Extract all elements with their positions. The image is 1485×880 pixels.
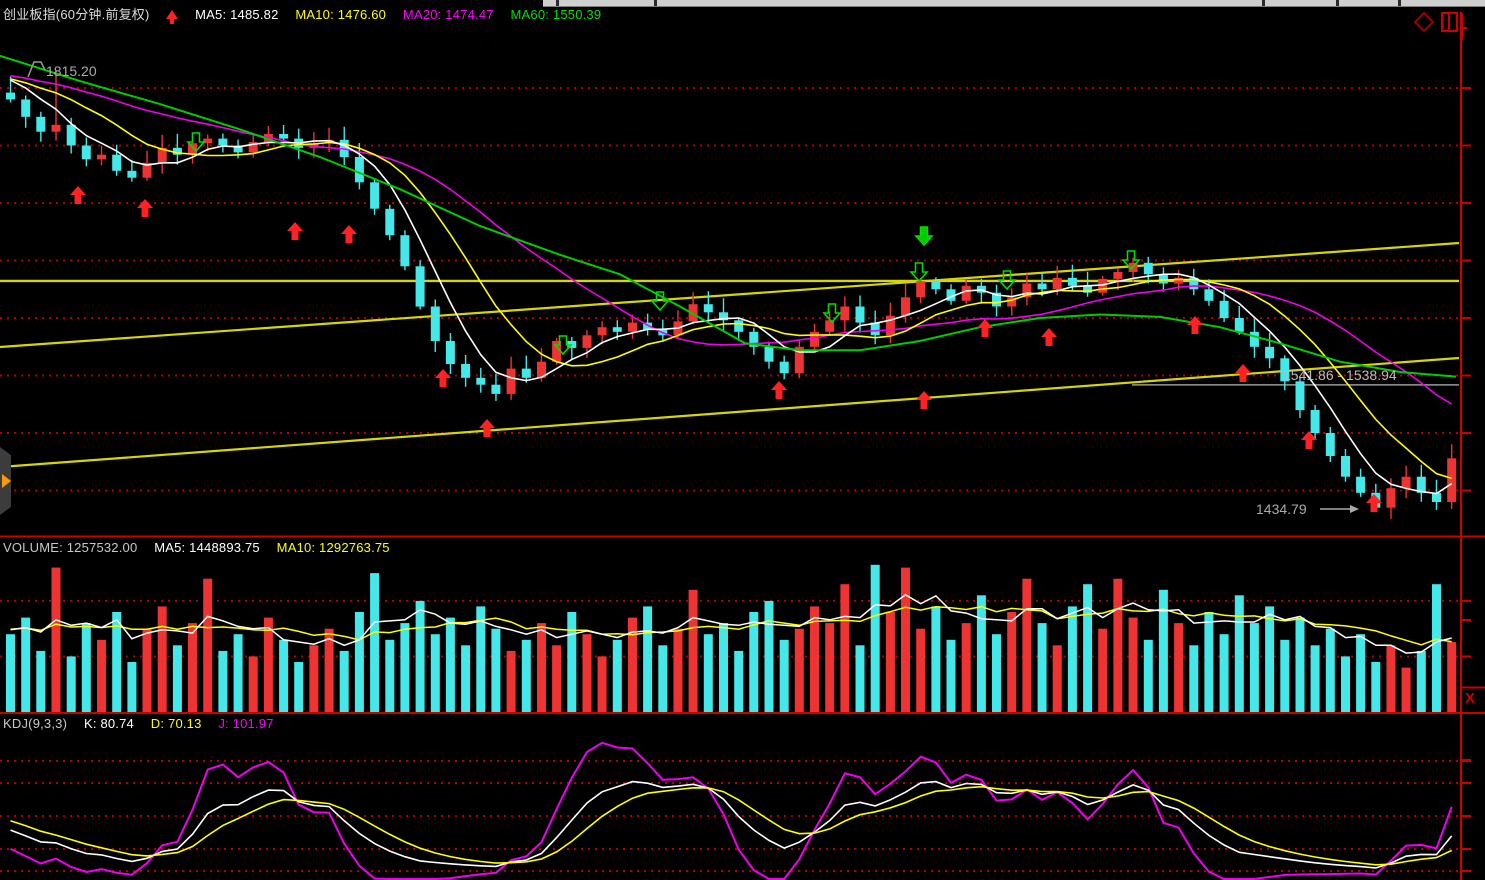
- kdj-j-value: J: 101.97: [218, 716, 274, 731]
- kdj-header: KDJ(9,3,3) K: 80.74 D: 70.13 J: 101.97: [3, 716, 287, 731]
- pane-close-button[interactable]: X: [1465, 690, 1476, 707]
- split-window-icon[interactable]: [1441, 11, 1467, 41]
- volume-header: VOLUME: 1257532.00 MA5: 1448893.75 MA10:…: [3, 540, 403, 555]
- ma10-value: MA10: 1476.60: [295, 7, 387, 22]
- toolbar-separator: [1398, 0, 1401, 6]
- ma60-value: MA60: 1550.39: [510, 7, 602, 22]
- kdj-k-value: K: 80.74: [83, 716, 134, 731]
- price-up-arrow-icon: [166, 10, 179, 24]
- ma5-value: MA5: 1485.82: [195, 7, 279, 22]
- toolbar-remnant: [543, 0, 1485, 7]
- expand-arrow-icon: [2, 474, 11, 488]
- toolbar-separator: [654, 0, 657, 6]
- volume-value: VOLUME: 1257532.00: [3, 540, 138, 555]
- period-low-label: 1434.79: [1256, 501, 1307, 517]
- gap-label: 1541.86 - 1538.94: [1283, 367, 1397, 383]
- kdj-name: KDJ(9,3,3): [3, 716, 68, 731]
- kdj-d-value: D: 70.13: [150, 716, 202, 731]
- sidebar-expand-handle[interactable]: [0, 447, 11, 515]
- volume-ma5-value: MA5: 1448893.75: [154, 540, 260, 555]
- main-chart-header: 创业板指(60分钟.前复权) MA5: 1485.82 MA10: 1476.6…: [3, 4, 614, 24]
- period-high-label: 1815.20: [46, 63, 97, 79]
- volume-ma10-value: MA10: 1292763.75: [276, 540, 390, 555]
- toolbar-separator: [1336, 0, 1339, 6]
- window-controls: [1413, 11, 1467, 41]
- diamond-icon[interactable]: [1413, 11, 1435, 33]
- toolbar-separator: [556, 0, 559, 6]
- instrument-title: 创业板指(60分钟.前复权): [3, 7, 150, 22]
- toolbar-separator: [1262, 0, 1265, 6]
- ma20-value: MA20: 1474.47: [402, 7, 494, 22]
